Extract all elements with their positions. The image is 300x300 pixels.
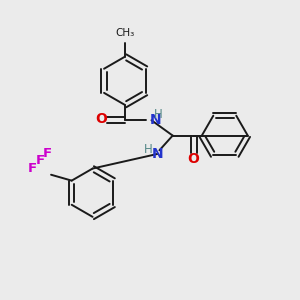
Text: F: F — [28, 162, 38, 175]
Text: F: F — [35, 154, 44, 166]
Text: N: N — [152, 147, 164, 161]
Text: N: N — [150, 113, 161, 127]
Text: CH₃: CH₃ — [115, 28, 135, 38]
Text: H: H — [154, 109, 163, 122]
Text: F: F — [43, 147, 52, 160]
Text: H: H — [144, 142, 153, 156]
Text: O: O — [95, 112, 107, 126]
Text: O: O — [188, 152, 200, 166]
